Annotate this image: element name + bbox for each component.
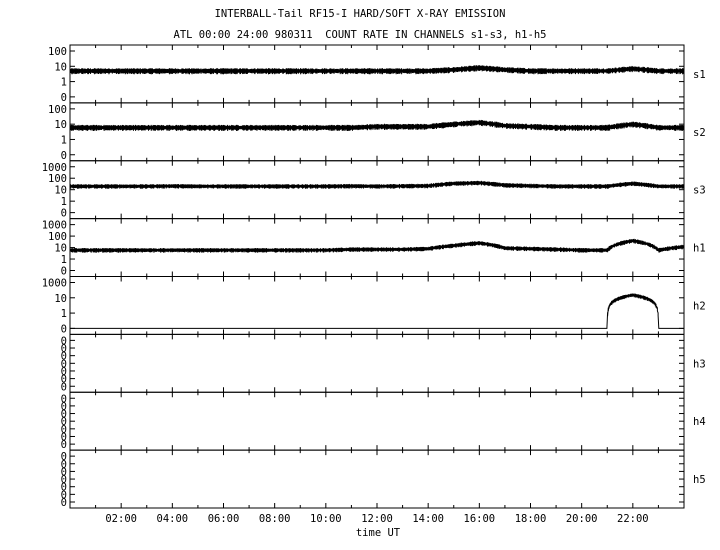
y-tick-label-h5: 0 (61, 451, 67, 463)
y-tick-label-h1: 100 (48, 231, 67, 243)
y-tick-label-h4: 0 (61, 424, 67, 436)
channel-label-h4: h4 (693, 416, 706, 428)
chart-title: INTERBALL-Tail RF15-I HARD/SOFT X-RAY EM… (214, 8, 506, 20)
x-tick-label: 14:00 (412, 513, 444, 525)
channel-label-h1: h1 (693, 243, 706, 255)
x-tick-label: 08:00 (259, 513, 291, 525)
y-tick-label-h4: 0 (61, 416, 67, 428)
y-tick-label-h1: 10 (54, 243, 67, 255)
y-tick-label-s1: 100 (48, 46, 67, 58)
y-tick-label-h5: 0 (61, 474, 67, 486)
y-tick-label-h2: 1 (61, 308, 67, 320)
y-tick-label-h4: 0 (61, 409, 67, 421)
x-tick-label: 02:00 (105, 513, 137, 525)
panel-frame-h1 (69, 218, 685, 277)
y-tick-label-h1: 1 (61, 254, 67, 266)
y-tick-label-s3: 10 (54, 185, 67, 197)
y-tick-label-h4: 0 (61, 393, 67, 405)
channel-label-s3: s3 (693, 185, 706, 197)
y-tick-label-h3: 0 (61, 374, 67, 386)
x-tick-label: 18:00 (515, 513, 547, 525)
channel-label-s1: s1 (693, 69, 706, 81)
y-tick-label-h3: 0 (61, 381, 67, 393)
y-tick-label-s2: 10 (54, 119, 67, 131)
panel-frame-h5 (69, 449, 685, 509)
y-tick-label-h5: 0 (61, 459, 67, 471)
panel-frame-s3 (69, 160, 685, 220)
y-tick-label-h5: 0 (61, 482, 67, 494)
y-tick-label-s3: 1000 (42, 162, 67, 174)
channel-label-h3: h3 (693, 358, 706, 370)
y-tick-label-h2: 10 (54, 293, 67, 305)
y-tick-label-h5: 0 (61, 466, 67, 478)
y-tick-label-h2: 1000 (42, 278, 67, 290)
channel-label-h2: h2 (693, 300, 706, 312)
x-tick-label: 10:00 (310, 513, 342, 525)
x-tick-label: 06:00 (208, 513, 240, 525)
y-tick-label-s3: 1 (61, 196, 67, 208)
y-tick-label-h2: 0 (61, 323, 67, 335)
x-tick-label: 04:00 (157, 513, 189, 525)
x-tick-label: 12:00 (361, 513, 393, 525)
y-tick-label-h1: 1000 (42, 220, 67, 232)
y-tick-label-s1: 1 (61, 77, 67, 89)
y-tick-label-s2: 0 (61, 150, 67, 162)
y-tick-label-h5: 0 (61, 489, 67, 501)
y-tick-label-h3: 0 (61, 366, 67, 378)
panel-frame-h3 (69, 333, 685, 393)
y-tick-label-h3: 0 (61, 335, 67, 347)
y-tick-label-s2: 100 (48, 104, 67, 116)
y-tick-label-s3: 100 (48, 173, 67, 185)
data-trace-s1 (69, 65, 685, 75)
panel-frame-s1 (69, 44, 685, 104)
y-tick-label-h4: 0 (61, 401, 67, 413)
data-trace-s3 (69, 180, 685, 189)
channel-label-s2: s2 (693, 127, 706, 139)
panel-frame-h2 (69, 276, 685, 335)
y-tick-label-h3: 0 (61, 358, 67, 370)
chart-subtitle: ATL 00:00 24:00 980311 COUNT RATE IN CHA… (173, 29, 547, 41)
panel-frame-s2 (69, 102, 685, 162)
data-trace-h2 (70, 293, 684, 329)
y-tick-label-h3: 0 (61, 343, 67, 355)
y-tick-label-s1: 0 (61, 92, 67, 104)
y-tick-label-s3: 0 (61, 208, 67, 220)
x-tick-label: 20:00 (566, 513, 598, 525)
x-tick-label: 16:00 (464, 513, 496, 525)
y-tick-label-h5: 0 (61, 497, 67, 509)
y-tick-label-h1: 0 (61, 266, 67, 278)
y-tick-label-s1: 10 (54, 61, 67, 73)
channel-label-h5: h5 (693, 474, 706, 486)
x-tick-label: 22:00 (617, 513, 649, 525)
y-tick-label-h4: 0 (61, 431, 67, 443)
x-axis-label: time UT (355, 527, 401, 539)
y-tick-label-h4: 0 (61, 439, 67, 451)
data-trace-s2 (69, 119, 685, 131)
y-tick-label-h3: 0 (61, 351, 67, 363)
panel-frame-h4 (69, 391, 685, 451)
data-trace-h1 (69, 238, 685, 253)
y-tick-label-s2: 1 (61, 134, 67, 146)
